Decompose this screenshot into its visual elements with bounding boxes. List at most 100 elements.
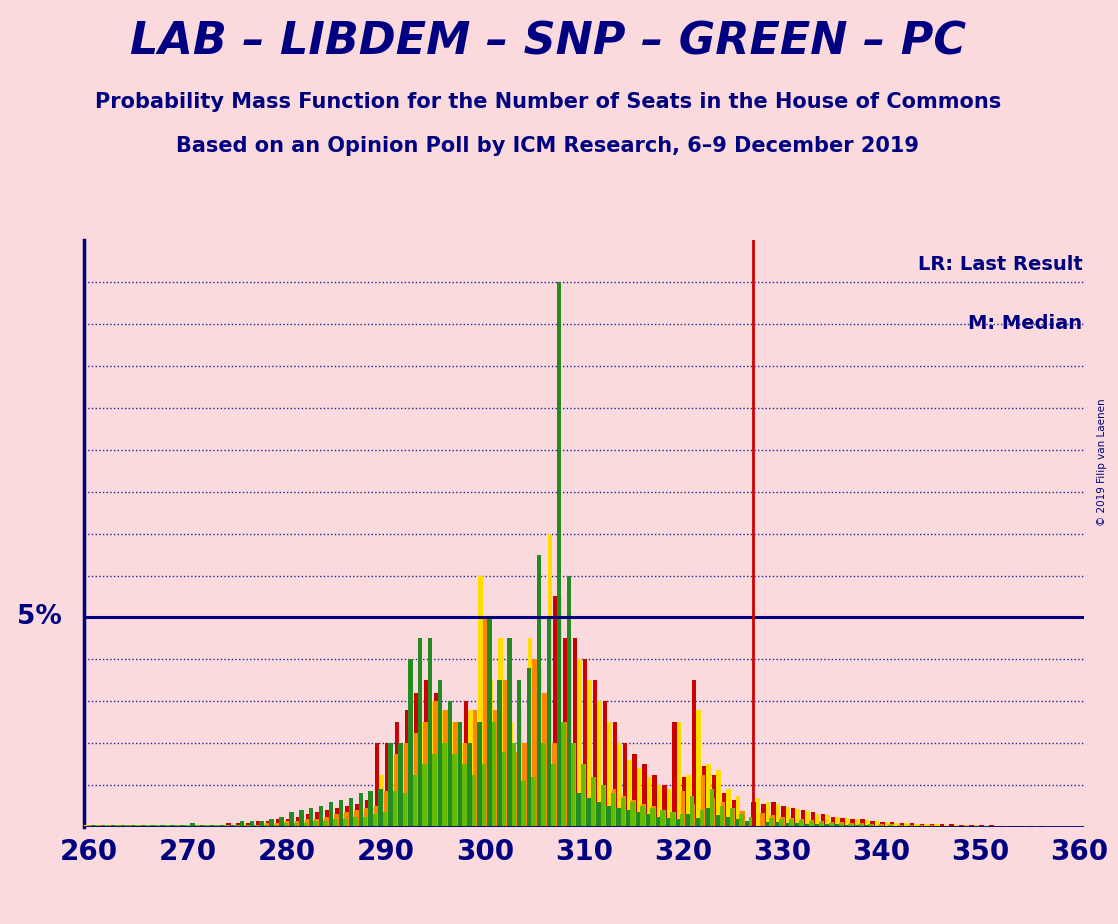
- Bar: [676, 723, 681, 827]
- Bar: [145, 825, 150, 827]
- Bar: [878, 825, 882, 827]
- Bar: [666, 789, 671, 827]
- Bar: [234, 825, 238, 827]
- Bar: [176, 825, 180, 827]
- Bar: [883, 826, 888, 827]
- Bar: [613, 723, 617, 827]
- Bar: [769, 818, 774, 827]
- Bar: [700, 810, 704, 827]
- Bar: [399, 743, 404, 827]
- Bar: [86, 825, 91, 827]
- Bar: [705, 808, 710, 827]
- Bar: [349, 797, 353, 827]
- Bar: [458, 743, 463, 827]
- Bar: [151, 825, 155, 827]
- Bar: [930, 824, 935, 827]
- Bar: [323, 821, 328, 827]
- Bar: [517, 680, 521, 827]
- Bar: [249, 821, 254, 827]
- Bar: [309, 808, 313, 827]
- Bar: [225, 825, 229, 827]
- Bar: [543, 701, 548, 827]
- Bar: [726, 789, 730, 827]
- Bar: [811, 812, 815, 827]
- Bar: [184, 825, 189, 827]
- Bar: [167, 825, 171, 827]
- Bar: [250, 825, 255, 827]
- Bar: [785, 822, 789, 827]
- Bar: [671, 812, 675, 827]
- Text: LAB – LIBDEM – SNP – GREEN – PC: LAB – LIBDEM – SNP – GREEN – PC: [130, 20, 966, 64]
- Bar: [790, 818, 795, 827]
- Bar: [825, 815, 830, 827]
- Bar: [472, 774, 476, 827]
- Bar: [860, 823, 864, 827]
- Bar: [795, 809, 799, 827]
- Bar: [577, 794, 581, 827]
- Bar: [735, 820, 739, 827]
- Bar: [271, 822, 275, 827]
- Bar: [284, 822, 288, 827]
- Bar: [745, 821, 749, 827]
- Bar: [423, 764, 427, 827]
- Bar: [92, 825, 96, 827]
- Bar: [859, 824, 863, 827]
- Bar: [165, 825, 170, 827]
- Bar: [454, 723, 458, 827]
- Bar: [712, 774, 717, 827]
- Bar: [265, 822, 269, 827]
- Bar: [637, 769, 642, 827]
- Bar: [434, 693, 438, 827]
- Bar: [256, 821, 260, 827]
- Bar: [359, 794, 363, 827]
- Bar: [285, 821, 290, 827]
- Bar: [135, 825, 140, 827]
- Bar: [949, 824, 954, 827]
- Bar: [96, 825, 101, 827]
- Bar: [828, 822, 833, 827]
- Bar: [389, 789, 394, 827]
- Bar: [830, 821, 834, 827]
- Bar: [280, 817, 284, 827]
- Bar: [443, 743, 447, 827]
- Bar: [388, 743, 392, 827]
- Bar: [260, 822, 265, 827]
- Bar: [720, 806, 724, 827]
- Bar: [582, 660, 587, 827]
- Bar: [547, 617, 551, 827]
- Bar: [225, 825, 229, 827]
- Bar: [633, 754, 637, 827]
- Bar: [765, 821, 769, 827]
- Bar: [151, 825, 155, 827]
- Text: M: Median: M: Median: [968, 313, 1082, 333]
- Bar: [404, 743, 408, 827]
- Bar: [155, 825, 160, 827]
- Bar: [900, 822, 904, 827]
- Bar: [230, 825, 235, 827]
- Bar: [561, 723, 566, 827]
- Bar: [864, 821, 869, 827]
- Bar: [91, 825, 95, 827]
- Bar: [610, 794, 615, 827]
- Bar: [82, 825, 86, 827]
- Bar: [383, 791, 388, 827]
- Bar: [462, 764, 466, 827]
- Bar: [656, 785, 661, 827]
- Bar: [487, 617, 492, 827]
- Bar: [402, 794, 407, 827]
- Bar: [771, 802, 776, 827]
- Bar: [259, 821, 264, 827]
- Bar: [356, 804, 360, 827]
- Bar: [382, 812, 387, 827]
- Bar: [333, 819, 338, 827]
- Bar: [513, 772, 518, 827]
- Bar: [453, 723, 457, 827]
- Bar: [647, 777, 652, 827]
- Bar: [379, 774, 383, 827]
- Bar: [641, 806, 645, 827]
- Bar: [142, 825, 146, 827]
- Bar: [239, 821, 244, 827]
- Bar: [269, 819, 274, 827]
- Bar: [493, 710, 498, 827]
- Bar: [587, 680, 591, 827]
